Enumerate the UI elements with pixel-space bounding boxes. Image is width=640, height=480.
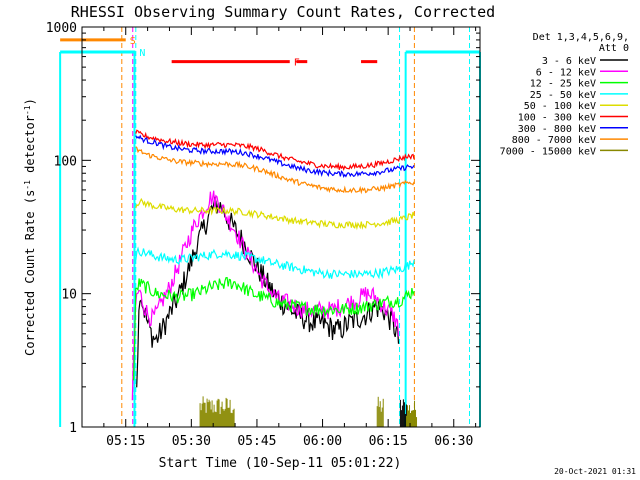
series-line — [135, 134, 415, 178]
x-tick-label: 06:15 — [369, 434, 408, 449]
x-tick-label: 06:30 — [434, 434, 473, 449]
plot-area: SN F — [59, 27, 481, 427]
legend-entry-label: 12 - 25 keV — [530, 79, 596, 90]
y-tick-label: 10 — [61, 288, 77, 303]
series-line — [135, 146, 415, 195]
series-line — [133, 276, 415, 381]
series-line — [135, 129, 415, 172]
segment-label-n: N — [139, 48, 145, 59]
legend-entry-label: 300 - 800 keV — [518, 124, 596, 135]
y-axis: 1 10 100 1000 — [46, 21, 480, 436]
legend-entry-label: 7000 - 15000 keV — [500, 146, 596, 157]
y-axis-label-part: detector — [23, 115, 37, 180]
legend-entry-label: 6 - 12 keV — [536, 67, 596, 78]
x-tick-label: 06:00 — [303, 434, 342, 449]
y-tick-label: 100 — [54, 154, 77, 169]
spike-region — [199, 396, 235, 427]
x-tick-label: 05:45 — [237, 434, 276, 449]
legend-entry-label: 800 - 7000 keV — [512, 135, 596, 146]
y-axis-label-sup: -1 — [23, 180, 32, 190]
x-axis: 05:15 05:30 05:45 06:00 06:15 06:30 — [81, 27, 477, 449]
series-line — [135, 246, 415, 280]
legend-entry-label: 100 - 300 keV — [518, 113, 596, 124]
series-line — [135, 197, 415, 231]
x-tick-label: 05:15 — [106, 434, 145, 449]
segment-label-f: F — [294, 58, 300, 69]
segment-label-s: S — [130, 36, 136, 47]
x-tick-label: 05:30 — [172, 434, 211, 449]
spike-region — [399, 399, 407, 427]
footer-timestamp: 20-Oct-2021 01:31 — [554, 467, 636, 476]
y-axis-label-sup: -1 — [23, 105, 32, 115]
legend-entry-label: 25 - 50 keV — [530, 90, 596, 101]
series-line — [131, 190, 400, 401]
spike-region — [406, 400, 418, 427]
y-axis-label-part: ) — [23, 98, 37, 105]
x-axis-label: Start Time (10-Sep-11 05:01:22) — [159, 456, 402, 471]
y-tick-label: 1 — [69, 421, 77, 436]
spike-region — [376, 396, 384, 427]
legend-header: Det 1,3,4,5,6,9, — [533, 32, 629, 43]
y-tick-label: 1000 — [46, 21, 77, 36]
legend-header: Att 0 — [599, 43, 629, 54]
y-axis-label-part: Corrected Count Rate (s — [23, 190, 37, 356]
y-axis-label: Corrected Count Rate (s-1 detector-1) — [23, 98, 38, 356]
chart-title: RHESSI Observing Summary Count Rates, Co… — [71, 3, 495, 21]
legend-entry-label: 50 - 100 keV — [524, 101, 596, 112]
plot-frame — [81, 26, 481, 428]
legend-entry-label: 3 - 6 keV — [542, 56, 596, 67]
